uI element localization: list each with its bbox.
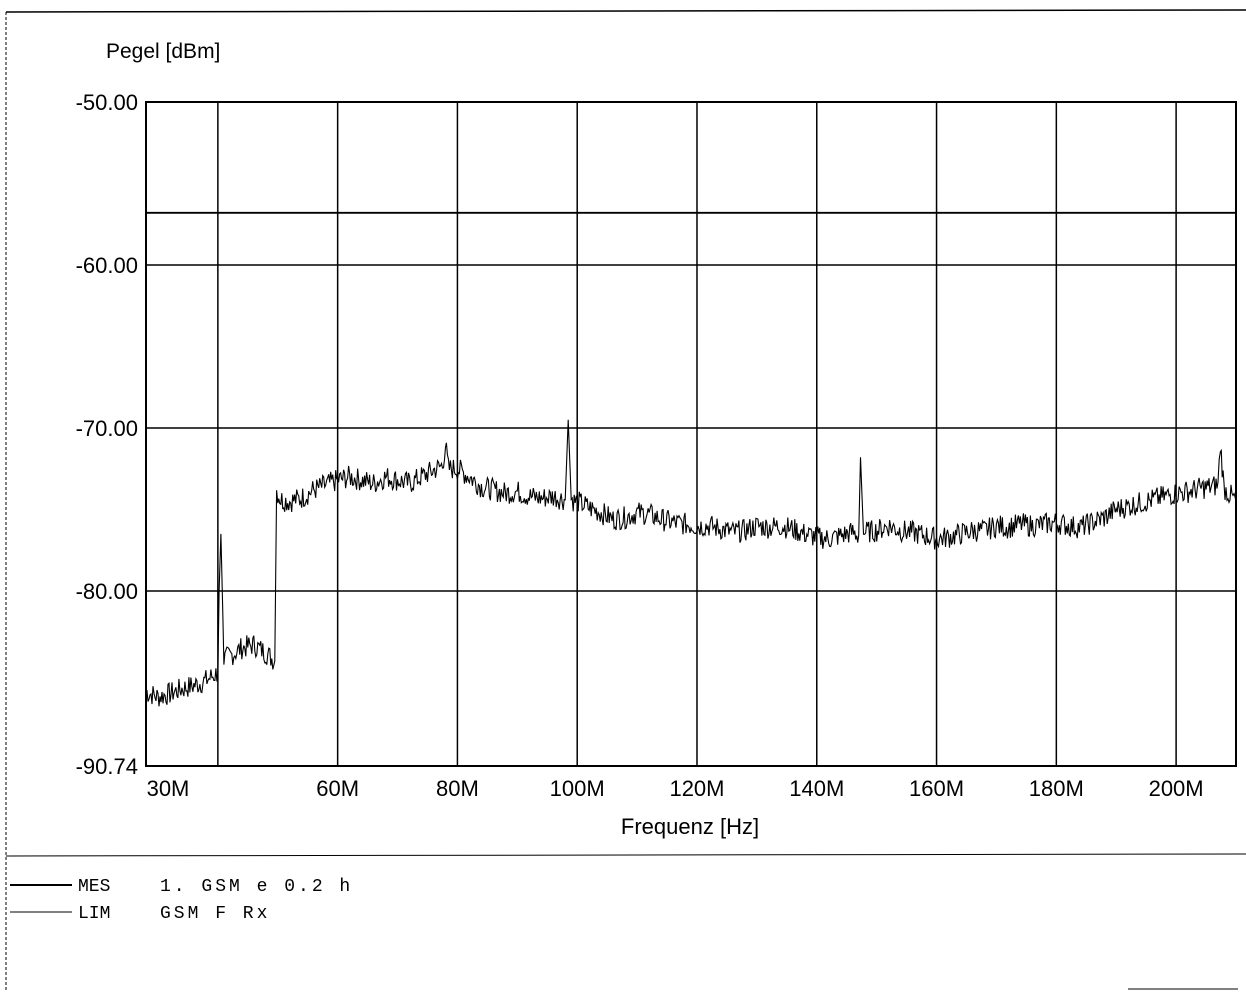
x-tick-label: 200M: [1149, 776, 1204, 801]
y-tick-label: -80.00: [76, 579, 138, 604]
x-tick-label: 60M: [316, 776, 359, 801]
legend-text-lim: GSM F Rx: [160, 904, 270, 924]
y-tick-label: -70.00: [76, 416, 138, 441]
frame-top: [5, 9, 1246, 13]
x-tick-label: 160M: [909, 776, 964, 801]
plot-area-border: [145, 101, 1237, 767]
legend-name-lim: LIM: [78, 904, 110, 924]
x-tick-label: 120M: [669, 776, 724, 801]
y-tick-label: -90.74: [76, 754, 138, 779]
grid: [146, 101, 1236, 767]
x-tick-labels: 30M 60M 80M 100M 120M 140M 160M 180M 200M: [147, 776, 1204, 801]
series-mes-line: [145, 419, 1237, 707]
y-tick-label: -50.00: [76, 90, 138, 115]
x-tick-label: 100M: [550, 776, 605, 801]
legend: MES 1. GSM e 0.2 h LIM GSM F Rx: [10, 877, 353, 924]
y-axis-label: Pegel [dBm]: [106, 40, 220, 63]
legend-separator: [5, 853, 1246, 857]
x-tick-label: 140M: [789, 776, 844, 801]
legend-text-mes: 1. GSM e 0.2 h: [160, 877, 353, 897]
x-tick-label: 180M: [1029, 776, 1084, 801]
x-tick-label: 80M: [436, 776, 479, 801]
y-tick-labels: -50.00 -60.00 -70.00 -80.00 -90.74: [76, 90, 138, 779]
data-series: [145, 211, 1237, 707]
x-axis-label: Frequenz [Hz]: [621, 814, 759, 839]
legend-name-mes: MES: [78, 877, 110, 897]
x-tick-label: 30M: [147, 776, 190, 801]
y-tick-label: -60.00: [76, 253, 138, 278]
